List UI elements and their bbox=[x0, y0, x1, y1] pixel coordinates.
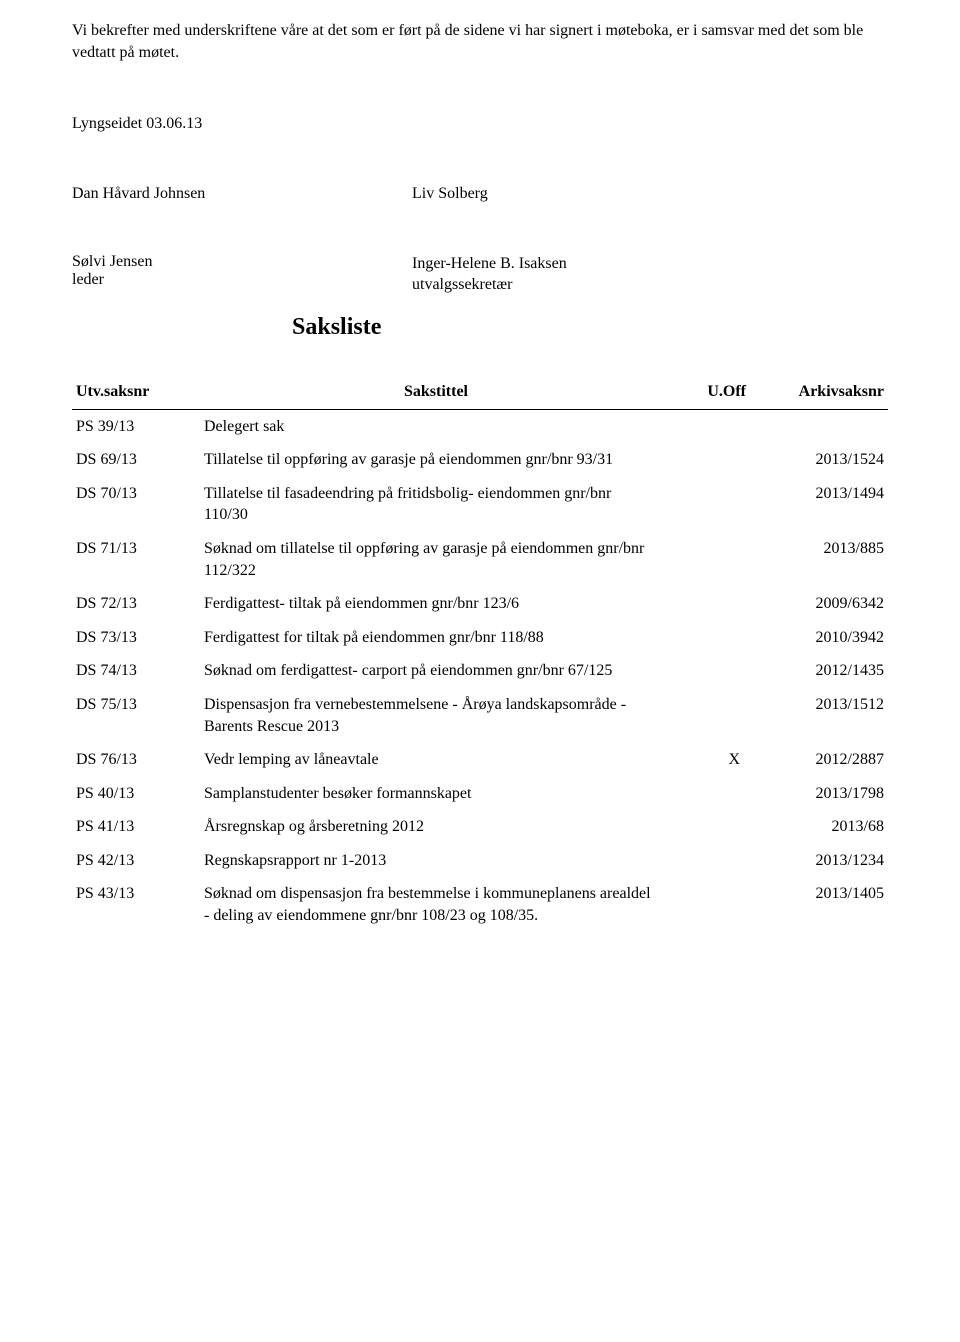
table-row: PS 43/13Søknad om dispensasjon fra beste… bbox=[72, 877, 888, 932]
table-header: Utv.saksnr Sakstittel U.Off Arkivsaksnr bbox=[72, 375, 888, 409]
document-page: Vi bekrefter med underskriftene våre at … bbox=[0, 0, 960, 973]
table-row: PS 41/13Årsregnskap og årsberetning 2012… bbox=[72, 810, 888, 844]
signature-2-right: Inger-Helene B. Isaksen utvalgssekretær bbox=[412, 253, 567, 296]
cell-saksnr: DS 72/13 bbox=[72, 587, 200, 621]
header-title: Sakstittel bbox=[200, 375, 672, 409]
cell-arkiv bbox=[750, 409, 888, 443]
cell-arkiv: 2013/1494 bbox=[750, 477, 888, 532]
header-uoff: U.Off bbox=[672, 375, 750, 409]
cell-arkiv: 2013/1512 bbox=[750, 688, 888, 743]
header-arkiv: Arkivsaksnr bbox=[750, 375, 888, 409]
cell-uoff bbox=[672, 654, 750, 688]
signature-1-right: Liv Solberg bbox=[412, 185, 488, 203]
date-line: Lyngseidet 03.06.13 bbox=[72, 113, 888, 135]
cell-uoff bbox=[672, 810, 750, 844]
cell-uoff bbox=[672, 443, 750, 477]
signature-2-left: Sølvi Jensen leder bbox=[72, 253, 412, 296]
intro-paragraph: Vi bekrefter med underskriftene våre at … bbox=[72, 20, 888, 63]
table-row: DS 70/13Tillatelse til fasadeendring på … bbox=[72, 477, 888, 532]
signature-row-1: Dan Håvard Johnsen Liv Solberg bbox=[72, 185, 888, 203]
cell-saksnr: PS 41/13 bbox=[72, 810, 200, 844]
cell-arkiv: 2013/68 bbox=[750, 810, 888, 844]
cell-title: Ferdigattest for tiltak på eiendommen gn… bbox=[200, 621, 672, 655]
cell-title: Årsregnskap og årsberetning 2012 bbox=[200, 810, 672, 844]
table-row: DS 76/13Vedr lemping av låneavtaleX2012/… bbox=[72, 743, 888, 777]
cell-uoff bbox=[672, 532, 750, 587]
section-title: Saksliste bbox=[292, 314, 692, 341]
cell-arkiv: 2010/3942 bbox=[750, 621, 888, 655]
cell-uoff bbox=[672, 877, 750, 932]
cell-arkiv: 2013/885 bbox=[750, 532, 888, 587]
table-row: PS 39/13Delegert sak bbox=[72, 409, 888, 443]
cases-table: Utv.saksnr Sakstittel U.Off Arkivsaksnr … bbox=[72, 375, 888, 933]
signature-2-left-role: leder bbox=[72, 271, 104, 288]
cell-arkiv: 2013/1798 bbox=[750, 777, 888, 811]
table-row: PS 42/13Regnskapsrapport nr 1-2013 2013/1… bbox=[72, 844, 888, 878]
cell-uoff bbox=[672, 777, 750, 811]
cell-uoff bbox=[672, 621, 750, 655]
table-row: DS 73/13Ferdigattest for tiltak på eiend… bbox=[72, 621, 888, 655]
cell-arkiv: 2013/1524 bbox=[750, 443, 888, 477]
cell-title: Søknad om dispensasjon fra bestemmelse i… bbox=[200, 877, 672, 932]
cell-saksnr: DS 75/13 bbox=[72, 688, 200, 743]
cell-uoff bbox=[672, 477, 750, 532]
table-row: DS 69/13Tillatelse til oppføring av gara… bbox=[72, 443, 888, 477]
table-row: DS 72/13Ferdigattest- tiltak på eiendomm… bbox=[72, 587, 888, 621]
cell-saksnr: DS 74/13 bbox=[72, 654, 200, 688]
cell-title: Regnskapsrapport nr 1-2013 bbox=[200, 844, 672, 878]
cell-arkiv: 2009/6342 bbox=[750, 587, 888, 621]
cell-title: Delegert sak bbox=[200, 409, 672, 443]
cell-title: Vedr lemping av låneavtale bbox=[200, 743, 672, 777]
cell-uoff bbox=[672, 688, 750, 743]
signature-row-2: Sølvi Jensen leder Inger-Helene B. Isaks… bbox=[72, 253, 888, 296]
cell-uoff bbox=[672, 409, 750, 443]
table-row: DS 71/13Søknad om tillatelse til oppføri… bbox=[72, 532, 888, 587]
cell-saksnr: DS 76/13 bbox=[72, 743, 200, 777]
table-row: DS 75/13Dispensasjon fra vernebestemmels… bbox=[72, 688, 888, 743]
cell-title: Tillatelse til fasadeendring på fritidsb… bbox=[200, 477, 672, 532]
cell-saksnr: PS 39/13 bbox=[72, 409, 200, 443]
cell-title: Søknad om tillatelse til oppføring av ga… bbox=[200, 532, 672, 587]
table-row: PS 40/13Samplanstudenter besøker formann… bbox=[72, 777, 888, 811]
signature-1-left: Dan Håvard Johnsen bbox=[72, 185, 412, 203]
cell-saksnr: PS 43/13 bbox=[72, 877, 200, 932]
cell-saksnr: DS 73/13 bbox=[72, 621, 200, 655]
signature-2-left-name: Sølvi Jensen bbox=[72, 253, 152, 270]
cell-title: Tillatelse til oppføring av garasje på e… bbox=[200, 443, 672, 477]
cell-arkiv: 2012/1435 bbox=[750, 654, 888, 688]
cell-saksnr: DS 69/13 bbox=[72, 443, 200, 477]
cell-saksnr: PS 40/13 bbox=[72, 777, 200, 811]
cell-title: Samplanstudenter besøker formannskapet bbox=[200, 777, 672, 811]
cell-title: Søknad om ferdigattest- carport på eiend… bbox=[200, 654, 672, 688]
table-row: DS 74/13Søknad om ferdigattest- carport … bbox=[72, 654, 888, 688]
cell-title: Dispensasjon fra vernebestemmelsene - År… bbox=[200, 688, 672, 743]
signature-2-right-name: Inger-Helene B. Isaksen bbox=[412, 253, 567, 275]
cell-arkiv: 2013/1405 bbox=[750, 877, 888, 932]
cell-uoff: X bbox=[672, 743, 750, 777]
cell-uoff bbox=[672, 844, 750, 878]
cell-saksnr: PS 42/13 bbox=[72, 844, 200, 878]
cell-uoff bbox=[672, 587, 750, 621]
header-saksnr: Utv.saksnr bbox=[72, 375, 200, 409]
table-body: PS 39/13Delegert sakDS 69/13Tillatelse t… bbox=[72, 409, 888, 933]
cell-arkiv: 2013/1234 bbox=[750, 844, 888, 878]
cell-saksnr: DS 71/13 bbox=[72, 532, 200, 587]
cell-saksnr: DS 70/13 bbox=[72, 477, 200, 532]
cell-title: Ferdigattest- tiltak på eiendommen gnr/b… bbox=[200, 587, 672, 621]
cell-arkiv: 2012/2887 bbox=[750, 743, 888, 777]
signature-2-right-role: utvalgssekretær bbox=[412, 274, 567, 296]
